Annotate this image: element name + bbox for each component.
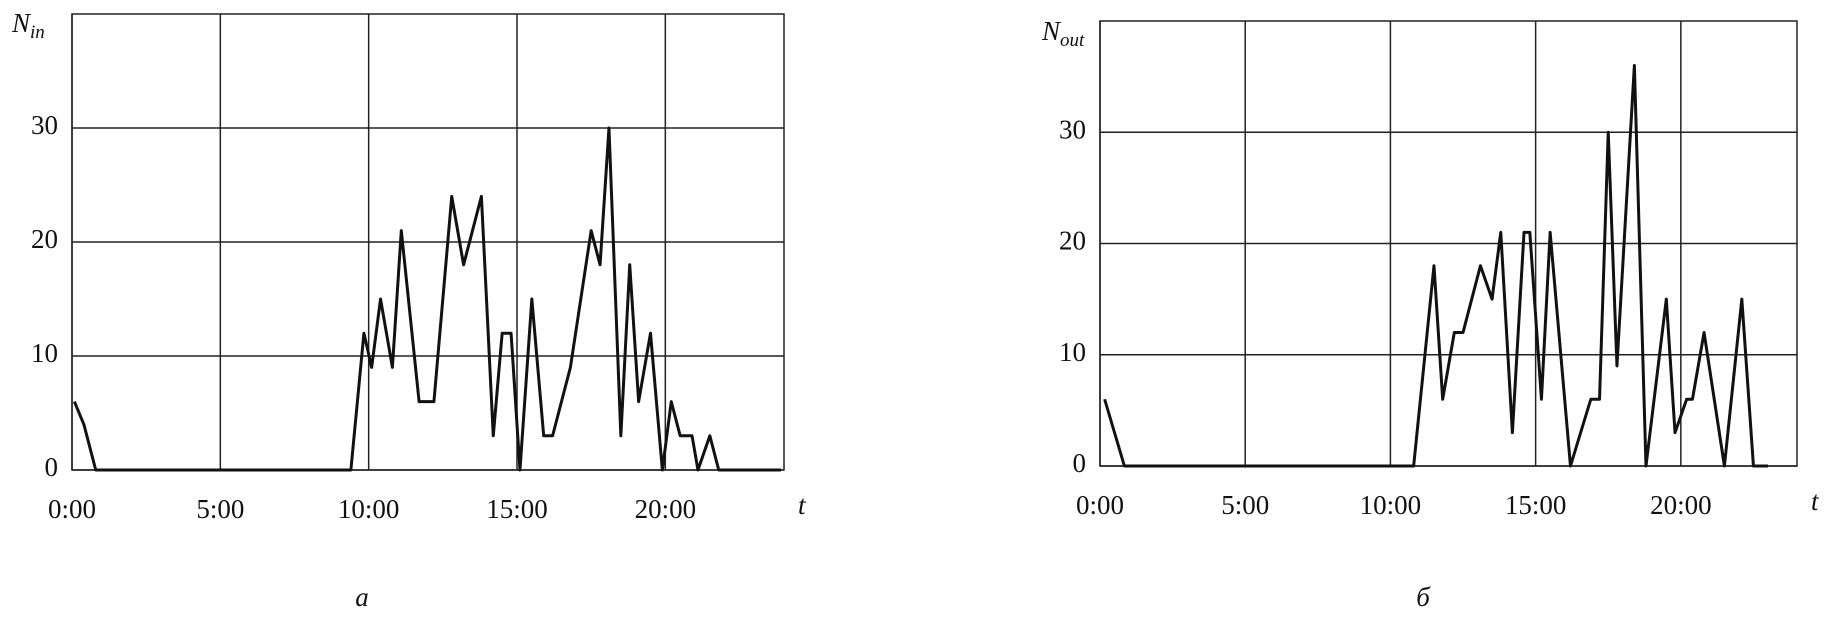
caption: а (355, 582, 369, 612)
x-tick-label: 5:00 (196, 494, 244, 524)
x-tick-label: 0:00 (48, 494, 96, 524)
x-tick-label: 20:00 (635, 494, 697, 524)
y-tick-label: 30 (1059, 114, 1086, 144)
x-tick-label: 15:00 (486, 494, 548, 524)
y-tick-label: 0 (1073, 448, 1087, 478)
x-tick-label: 5:00 (1221, 490, 1269, 520)
y-axis-label: Nin (11, 8, 45, 43)
x-tick-label: 10:00 (338, 494, 400, 524)
y-label-sub: in (30, 22, 45, 43)
y-label-main: N (1041, 16, 1062, 46)
x-axis-label: t (798, 490, 807, 520)
y-tick-label: 30 (31, 110, 58, 140)
caption: б (1416, 582, 1431, 612)
y-tick-label: 20 (31, 224, 58, 254)
x-tick-label: 15:00 (1505, 490, 1567, 520)
plot-frame (1099, 20, 1798, 467)
y-tick-label: 20 (1059, 226, 1086, 256)
x-tick-label: 20:00 (1650, 490, 1712, 520)
data-line (1103, 64, 1768, 468)
plot-frame (71, 13, 785, 471)
data-line (72, 126, 782, 472)
y-tick-label: 10 (31, 338, 58, 368)
x-axis-label: t (1811, 486, 1820, 516)
x-tick-label: 0:00 (1076, 490, 1124, 520)
y-label-sub: out (1060, 30, 1085, 51)
y-label-main: N (11, 8, 32, 38)
y-axis-label: Nout (1041, 16, 1085, 51)
y-tick-label: 0 (45, 452, 59, 482)
y-tick-label: 10 (1059, 337, 1086, 367)
x-tick-label: 10:00 (1360, 490, 1422, 520)
